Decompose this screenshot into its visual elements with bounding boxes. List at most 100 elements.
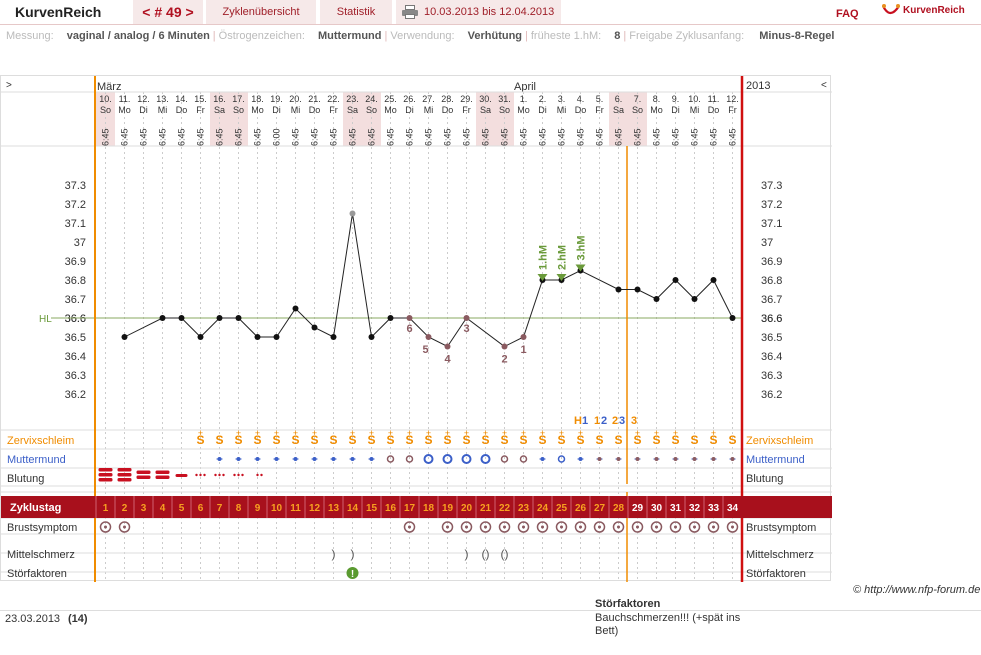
- zervix-plus: +: [578, 428, 583, 438]
- day-time: 6:45: [652, 128, 662, 146]
- temperature-point: [710, 277, 717, 283]
- mittel-label-right: Mittelschmerz: [746, 549, 814, 561]
- cycle-nav[interactable]: < # 49 >: [133, 0, 203, 24]
- zervix-s: S: [291, 433, 299, 447]
- y-tick-right: 36.7: [761, 294, 782, 306]
- brust-icon-dot: [693, 525, 696, 529]
- blutung-bar: [117, 478, 132, 482]
- brust-icon-dot: [674, 525, 677, 529]
- day-time: 6:45: [462, 128, 472, 146]
- temperature-point: [387, 315, 394, 321]
- zyklustag-number: 29: [632, 503, 644, 514]
- zyklustag-number: 22: [499, 503, 511, 514]
- messung-label: Messung:: [6, 30, 54, 42]
- cycle-chart: > März April 2013 <10. So 6:45 11. Mo 6:45 12. Di 6:…: [0, 75, 832, 582]
- zyklustag-number: 14: [347, 503, 359, 514]
- brust-icon: [726, 521, 739, 533]
- day-date: 10.: [688, 94, 701, 104]
- brust-icon: [593, 521, 606, 533]
- zervix-s: S: [348, 433, 356, 447]
- zervix-plus: +: [236, 428, 241, 438]
- zervix-s: S: [576, 433, 584, 447]
- oestro-value: Muttermund: [317, 30, 382, 42]
- brust-icon-dot: [123, 525, 126, 529]
- zyklustag-number: 5: [179, 503, 185, 514]
- app-title: KurvenReich: [0, 0, 130, 24]
- brust-icon-dot: [579, 525, 582, 529]
- tab-zyklenuebersicht[interactable]: Zyklenübersicht: [206, 0, 316, 24]
- day-weekday: Fr: [728, 105, 737, 115]
- zyklustag-number: 1: [103, 503, 109, 514]
- eval-h: H: [574, 415, 582, 427]
- eval-1: 1: [582, 415, 588, 427]
- y-tick-left: 36.7: [65, 294, 86, 306]
- mittelschmerz-icon: ): [332, 547, 336, 561]
- day-time: 6:45: [576, 128, 586, 146]
- brust-icon-dot: [503, 525, 506, 529]
- day-time: 6:45: [500, 128, 510, 146]
- zervix-s: S: [310, 433, 318, 447]
- brust-icon: [441, 521, 454, 533]
- day-date: 22.: [327, 94, 340, 104]
- day-date: 19.: [270, 94, 283, 104]
- y-tick-right: 36.4: [761, 351, 782, 363]
- y-tick-left: 36.5: [65, 332, 86, 344]
- day-time: 6:45: [367, 128, 377, 146]
- mm-dot: [597, 457, 602, 461]
- day-date: 21.: [308, 94, 321, 104]
- tab-statistik[interactable]: Statistik: [320, 0, 392, 24]
- verw-value: Verhütung: [467, 30, 523, 42]
- zervix-plus: +: [445, 428, 450, 438]
- temperature-point: [406, 315, 413, 321]
- brust-icon: [498, 521, 511, 533]
- temperature-point: [197, 334, 204, 340]
- brust-icon: [707, 521, 720, 533]
- faq-link[interactable]: FAQ: [836, 8, 859, 20]
- day-date: 6.: [615, 94, 623, 104]
- stoer-label-left: Störfaktoren: [7, 568, 67, 580]
- zervix-plus: +: [350, 428, 355, 438]
- zervix-plus: +: [654, 428, 659, 438]
- zyklustag-number: 24: [537, 503, 549, 514]
- y-tick-left: 36.9: [65, 256, 86, 268]
- month-label-april: April: [514, 81, 536, 93]
- day-date: 3.: [558, 94, 566, 104]
- brust-icon: [479, 521, 492, 533]
- temperature-point: [159, 315, 166, 321]
- brust-icon-dot: [655, 525, 658, 529]
- oestro-label: Östrogenzeichen:: [218, 30, 305, 42]
- day-date: 27.: [422, 94, 435, 104]
- brust-icon-dot: [636, 525, 639, 529]
- day-time: 6:45: [310, 128, 320, 146]
- day-date: 24.: [365, 94, 378, 104]
- day-date: 18.: [251, 94, 264, 104]
- brust-label-left: Brustsymptom: [7, 522, 77, 534]
- zervix-plus: +: [426, 428, 431, 438]
- day-date: 29.: [460, 94, 473, 104]
- eval-2b: 2: [612, 415, 618, 427]
- zyklustag-number: 21: [480, 503, 492, 514]
- mm-dot: [274, 457, 279, 461]
- day-time: 6:45: [101, 128, 111, 146]
- day-weekday: So: [366, 105, 377, 115]
- brust-icon-dot: [484, 525, 487, 529]
- day-weekday: Sa: [613, 105, 624, 115]
- blutung-dot: [237, 473, 240, 477]
- messung-value: vaginal / analog / 6 Minuten: [66, 30, 210, 42]
- brust-icon-dot: [541, 525, 544, 529]
- day-weekday: Fr: [196, 105, 205, 115]
- zyklustag-number: 31: [670, 503, 682, 514]
- day-time: 6:45: [481, 128, 491, 146]
- zervix-s: S: [500, 433, 508, 447]
- brust-icon: [536, 521, 549, 533]
- mm-dot: [673, 457, 678, 461]
- zyklustag-number: 25: [556, 503, 568, 514]
- mm-circle-open: [423, 454, 434, 464]
- day-time: 6:45: [405, 128, 415, 146]
- copyright: © http://www.nfp-forum.de: [853, 584, 981, 596]
- zervix-s: S: [234, 433, 242, 447]
- day-weekday: Do: [309, 105, 321, 115]
- brust-icon-dot: [446, 525, 449, 529]
- printer-icon[interactable]: [402, 5, 418, 19]
- zervix-plus: +: [521, 428, 526, 438]
